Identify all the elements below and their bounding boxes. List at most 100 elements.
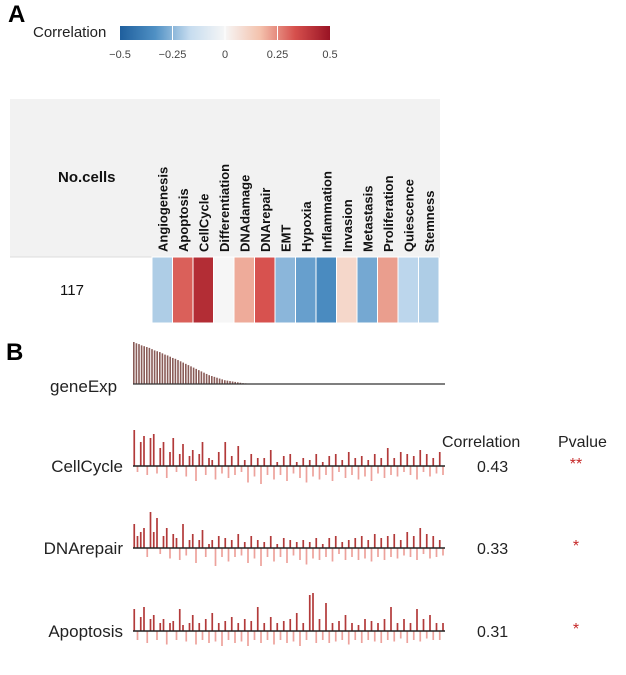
track-bar-positive [172,621,175,631]
track-bar-positive [289,619,292,631]
track-bar-negative [364,548,366,559]
track-bar-positive [162,536,165,548]
gene-expression-bar [166,355,169,384]
track-bar-positive [188,540,191,548]
track-bar-positive [198,454,201,466]
track-bar-negative [403,466,405,472]
gene-expression-bar [133,342,135,384]
track-label: Apoptosis [48,622,123,641]
track-bar-positive [289,540,292,548]
gene-expression-label: geneExp [50,377,117,396]
track-bar-positive [269,536,272,548]
track-bar-positive [354,538,357,548]
track-bar-negative [185,466,188,477]
track-bar-positive [250,536,253,548]
track-bar-negative [214,631,217,642]
track-bar-negative [156,631,158,640]
track-bar-negative [169,548,171,559]
track-bar-positive [412,456,415,466]
heatmap-cell-inflammation [315,256,337,324]
track-bar-positive [237,623,240,631]
track-bar-negative [279,466,282,475]
track-bar-negative [373,631,376,642]
track-bar-positive [263,458,266,466]
track-bar-positive [373,534,376,548]
track-bar-negative [406,631,409,643]
track-bar-positive [133,430,136,466]
track-bar-positive [295,462,298,466]
track-bar-negative [321,631,324,640]
track-bar-positive [243,460,246,466]
track-pvalue-stars: * [573,538,579,555]
track-bar-negative [260,466,262,484]
track-bar-positive [156,518,158,548]
gene-expression-bar [182,362,184,384]
track-bar-negative [253,466,256,477]
gene-expression-bar [229,381,231,384]
gene-expression-bar [234,381,236,384]
track-bar-positive [143,528,145,548]
track-bar-positive [429,615,431,631]
track-bar-positive [237,534,240,548]
track-bar-positive [217,536,220,548]
heatmap-cell-quiescence [397,256,419,324]
heatmap-column-label: Metastasis [360,186,375,252]
track-bar-positive [302,623,305,631]
track-correlation-value: 0.31 [477,624,508,641]
track-bar-negative [328,631,331,643]
track-bar-positive [318,619,321,631]
track-bar-positive [282,621,285,631]
track-bar-positive [419,528,422,548]
track-bar-positive [172,438,175,466]
heatmap-column-label: Invasion [340,199,355,252]
gene-expression-bar [159,352,161,384]
track-bar-positive [360,456,363,466]
track-bar-positive [217,623,220,631]
track-bar-negative [393,631,396,642]
track-bar-negative [279,631,282,640]
track-bar-negative [377,548,379,557]
gene-expression-bar [231,381,234,384]
track-bar-positive [370,621,373,631]
track-bar-negative [247,548,249,563]
track-bar-negative [360,631,363,643]
track-bar-positive [243,542,246,548]
track-bar-positive [198,540,201,548]
track-bar-negative [325,548,327,557]
track-bar-negative [240,548,243,556]
track-bar-negative [195,548,197,563]
track-bar-positive [143,436,145,466]
track-bar-negative [318,548,321,560]
track-bar-negative [383,548,386,560]
track-bar-positive [276,544,279,548]
track-bar-negative [312,548,314,559]
gene-expression-bar [174,358,177,384]
gene-expression-bar [213,376,216,384]
track-bar-negative [247,631,249,646]
track-bar-positive [425,454,428,466]
track-bar-positive [256,458,259,466]
legend-tick-label: 0.5 [322,49,337,61]
track-bar-positive [380,538,383,548]
track-bar-positive [295,613,298,631]
track-bar-positive [230,456,233,466]
track-bar-positive [432,536,435,548]
track-bar-positive [182,444,184,466]
gene-expression-bar [203,372,205,384]
track-bar-positive [331,623,334,631]
heatmap-column-label: Angiogenesis [155,167,170,252]
legend-tick-label: −0.25 [159,49,187,61]
track-bar-negative [260,631,262,643]
track-bar-negative [334,631,337,642]
gene-expression-bar [200,371,203,384]
track-bar-positive [442,623,444,631]
track-bar-negative [165,466,168,478]
track-bar-negative [412,631,415,640]
heatmap-column-label: Proliferation [381,175,396,252]
heatmap-column-label: Quiescence [401,179,416,252]
track-bar-positive [344,615,347,631]
gene-expression-bar [226,380,229,384]
track-bar-negative [341,631,344,640]
track-bar-positive [328,538,331,548]
track-bar-negative [227,466,230,478]
